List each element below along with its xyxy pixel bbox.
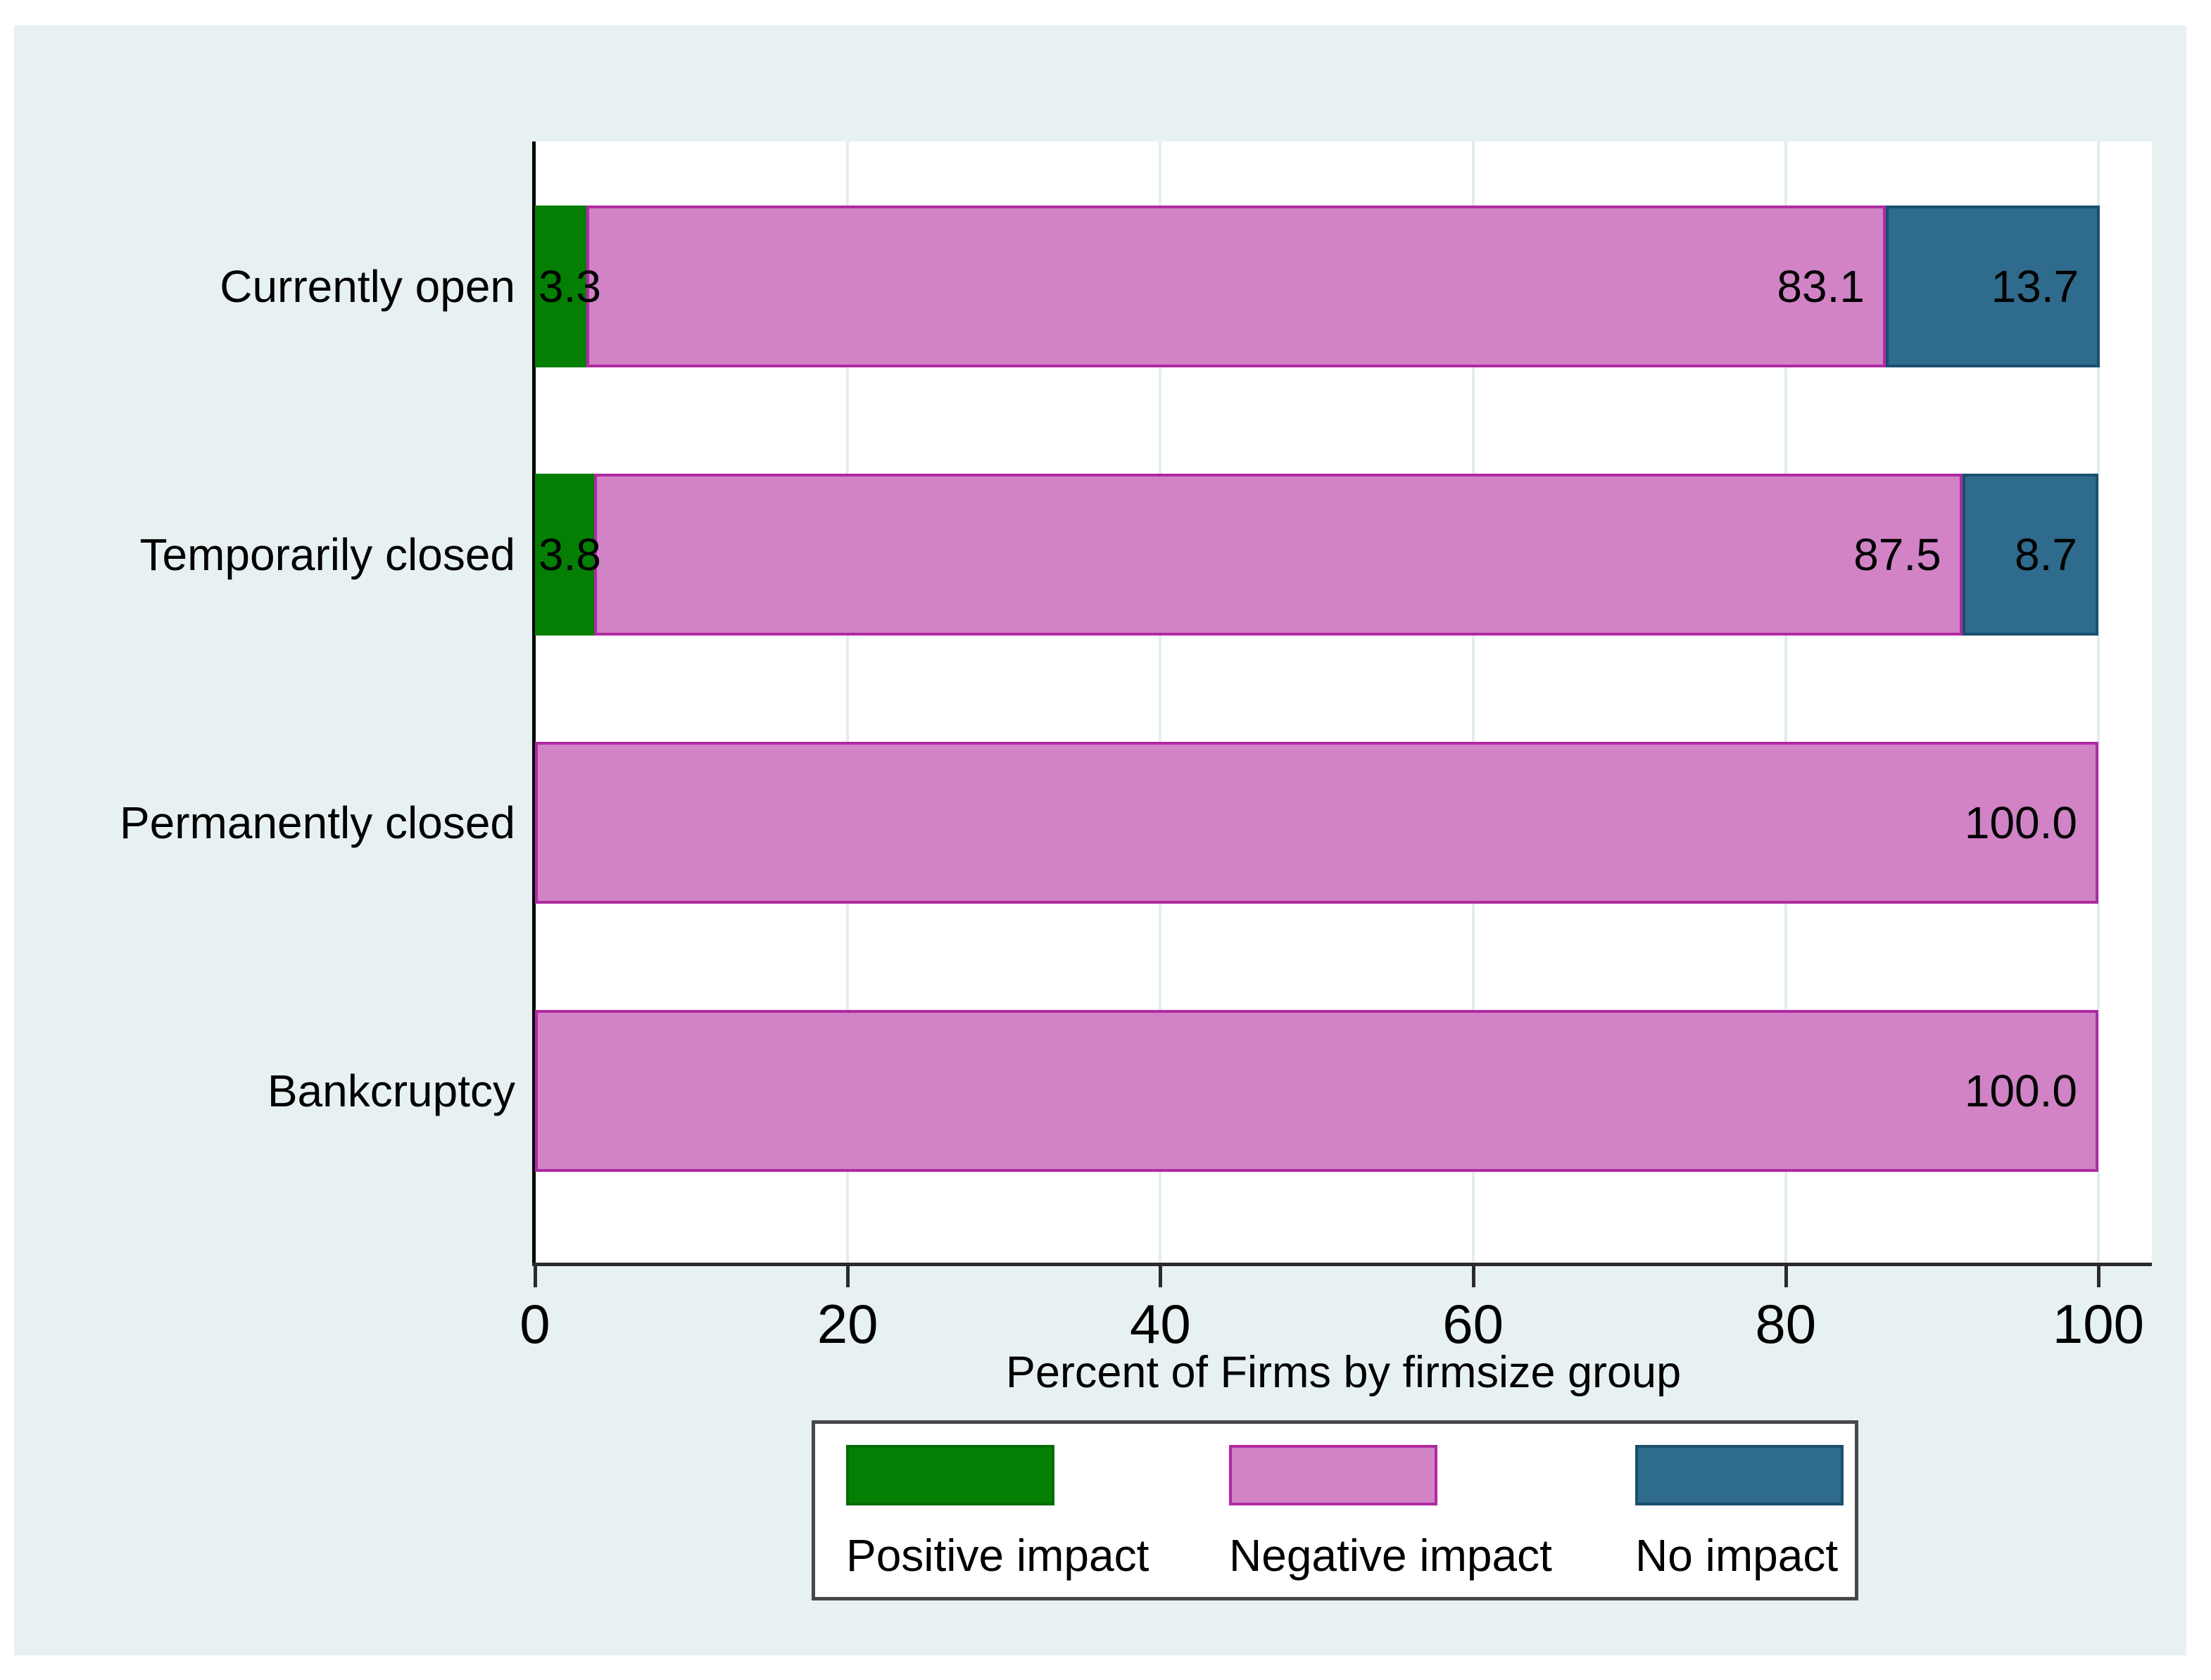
category-label: Permanently closed	[119, 797, 515, 848]
legend-label: Negative impact	[1229, 1530, 1552, 1581]
tick-label: 20	[817, 1293, 878, 1355]
axis-tick	[534, 1266, 537, 1287]
tick-label: 80	[1755, 1293, 1817, 1355]
axis-tick	[1159, 1266, 1163, 1287]
bar-value-label: 8.7	[2015, 529, 2077, 580]
category-label: Currently open	[220, 261, 515, 312]
tick-label: 100	[2052, 1293, 2145, 1355]
category-label: Temporarily closed	[139, 529, 515, 580]
bar-value-label: 100.0	[1964, 1066, 2077, 1116]
legend-swatch-negative-impact	[1229, 1445, 1437, 1505]
bar-segment-negative-impact	[594, 474, 1963, 636]
bar-segment-no-impact	[1885, 206, 2100, 367]
legend: Positive impact Negative impact No impact	[812, 1420, 1858, 1600]
legend-label: No impact	[1635, 1530, 1839, 1581]
x-axis-line	[532, 1263, 2152, 1266]
tick-label: 40	[1130, 1293, 1191, 1355]
legend-swatch-no-impact	[1635, 1445, 1844, 1505]
bar-value-label: 3.8	[538, 529, 601, 580]
category-label: Bankcruptcy	[267, 1066, 515, 1116]
bar-segment-negative-impact	[535, 742, 2098, 904]
bar-segment-positive-impact	[535, 206, 587, 367]
bar-segment-negative-impact	[586, 206, 1886, 367]
bar-value-label: 100.0	[1964, 797, 2077, 848]
axis-tick	[1784, 1266, 1788, 1287]
tick-label: 60	[1442, 1293, 1504, 1355]
bar-value-label: 87.5	[1853, 529, 1941, 580]
gridline	[1159, 141, 1162, 1263]
bar-segment-no-impact	[1962, 474, 2098, 636]
bar-value-label: 83.1	[1777, 261, 1865, 312]
legend-swatch-positive-impact	[846, 1445, 1054, 1505]
x-axis-title: Percent of Firms by firmsize group	[1005, 1348, 1682, 1397]
axis-tick	[846, 1266, 850, 1287]
bar-value-label: 3.3	[538, 261, 601, 312]
gridline	[1784, 141, 1787, 1263]
axis-tick	[2097, 1266, 2100, 1287]
bar-segment-negative-impact	[535, 1010, 2098, 1172]
gridline	[1471, 141, 1475, 1263]
chart-panel: 0 20 40 60 80 100 Currently open Temporarily c…	[14, 25, 2186, 1655]
gridline	[2097, 141, 2100, 1263]
bar-segment-positive-impact	[535, 474, 595, 636]
bar-value-label: 13.7	[1991, 261, 2079, 312]
gridline	[846, 141, 850, 1263]
axis-tick	[1471, 1266, 1475, 1287]
y-axis-line	[532, 141, 536, 1264]
tick-label: 0	[519, 1293, 550, 1355]
legend-label: Positive impact	[846, 1530, 1149, 1581]
